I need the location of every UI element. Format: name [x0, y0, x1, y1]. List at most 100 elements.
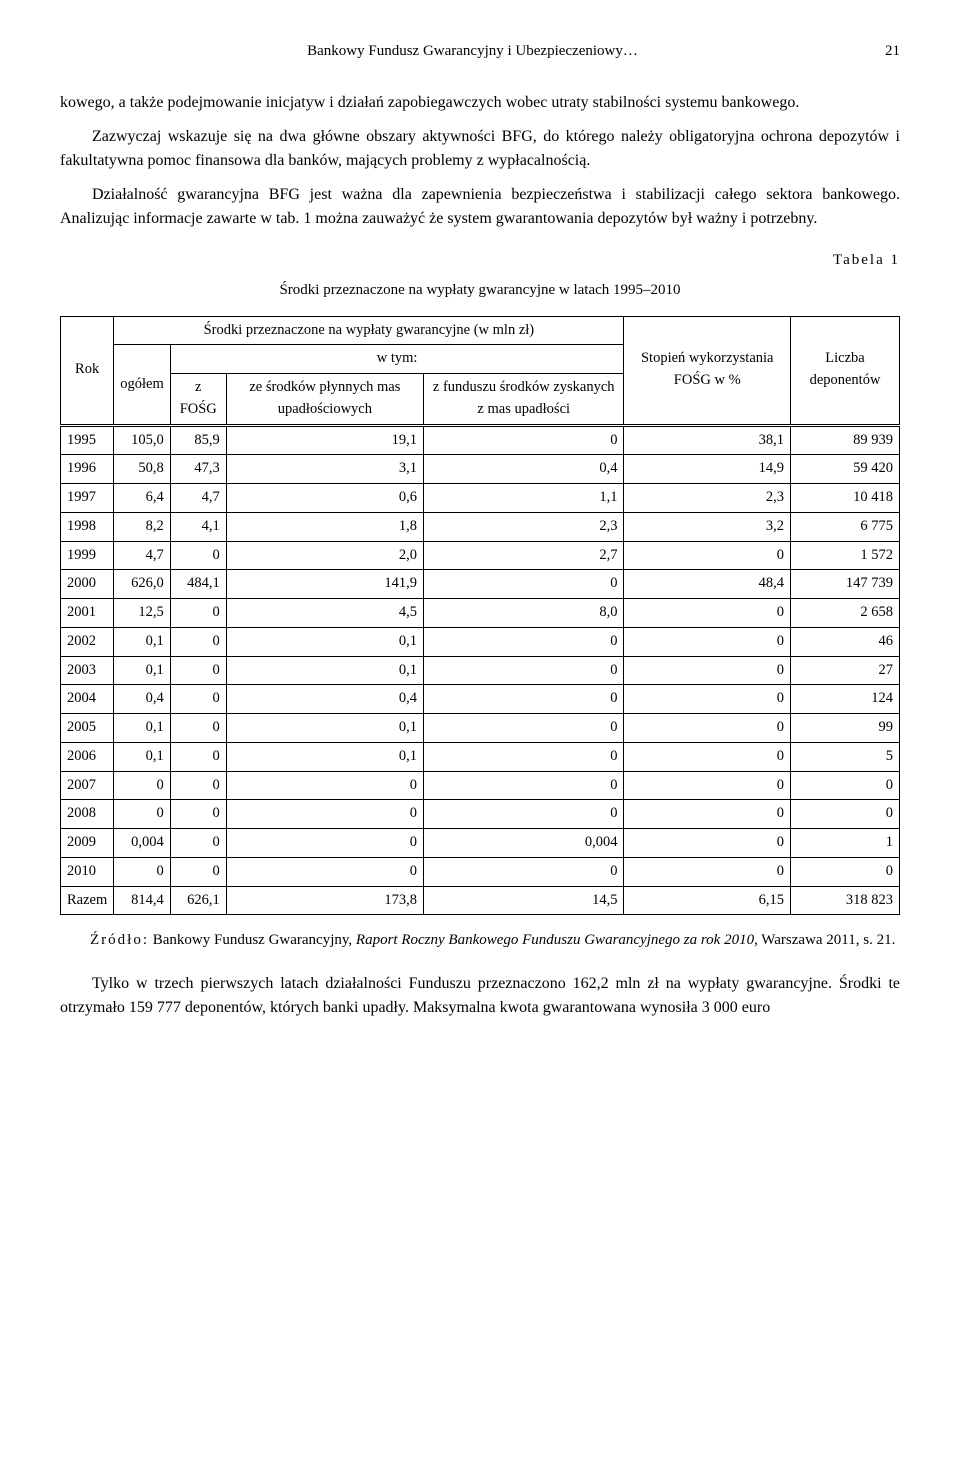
cell-value: 0	[791, 771, 900, 800]
cell-value: 0	[424, 570, 624, 599]
cell-value: 2,7	[424, 541, 624, 570]
cell-value: 0	[791, 800, 900, 829]
cell-value: 0,1	[114, 742, 171, 771]
cell-year: 2001	[61, 599, 114, 628]
cell-value: 4,7	[170, 484, 226, 513]
cell-value: 0	[170, 627, 226, 656]
table-row: 2007000000	[61, 771, 900, 800]
col-stopien: Stopień wykorzystania FOŚG w %	[624, 316, 791, 425]
col-wtym: w tym:	[170, 345, 624, 374]
table-row: 20020,100,10046	[61, 627, 900, 656]
table-caption: Środki przeznaczone na wypłaty gwarancyj…	[60, 279, 900, 302]
cell-value: 8,2	[114, 512, 171, 541]
cell-value: 0	[114, 857, 171, 886]
cell-value: 14,9	[624, 455, 791, 484]
cell-value: 0	[791, 857, 900, 886]
cell-value: 1 572	[791, 541, 900, 570]
cell-value: 1,1	[424, 484, 624, 513]
source-text-after: , Warszawa 2011, s. 21.	[754, 932, 895, 948]
cell-value: 0,004	[424, 829, 624, 858]
cell-value: 0	[624, 857, 791, 886]
cell-value: 124	[791, 685, 900, 714]
cell-value: 85,9	[170, 425, 226, 455]
cell-value: 47,3	[170, 455, 226, 484]
cell-value: 0	[424, 627, 624, 656]
cell-value: 0,4	[424, 455, 624, 484]
cell-value: 0	[114, 771, 171, 800]
cell-value: 27	[791, 656, 900, 685]
cell-value: 0	[624, 771, 791, 800]
cell-value: 0,1	[226, 627, 423, 656]
table-row: 1995105,085,919,1038,189 939	[61, 425, 900, 455]
cell-year: 2006	[61, 742, 114, 771]
cell-value: 0	[170, 742, 226, 771]
table-row: 2008000000	[61, 800, 900, 829]
cell-value: 0	[424, 656, 624, 685]
cell-year: 2010	[61, 857, 114, 886]
cell-value: 0	[624, 800, 791, 829]
cell-value: 0	[226, 800, 423, 829]
cell-value: 59 420	[791, 455, 900, 484]
cell-value: 1	[791, 829, 900, 858]
table-row: 20040,400,400124	[61, 685, 900, 714]
cell-value: 4,7	[114, 541, 171, 570]
table-row: 20060,100,1005	[61, 742, 900, 771]
cell-value: 1,8	[226, 512, 423, 541]
cell-value: 19,1	[226, 425, 423, 455]
cell-value: 0	[170, 714, 226, 743]
cell-year: 2004	[61, 685, 114, 714]
table-label: Tabela 1	[60, 249, 900, 272]
header-title: Bankowy Fundusz Gwarancyjny i Ubezpiecze…	[307, 43, 638, 59]
table-row: 2010000000	[61, 857, 900, 886]
cell-value: 5	[791, 742, 900, 771]
cell-value: 147 739	[791, 570, 900, 599]
table-body: 1995105,085,919,1038,189 939199650,847,3…	[61, 425, 900, 915]
col-rok: Rok	[61, 316, 114, 425]
table-row: Razem814,4626,1173,814,56,15318 823	[61, 886, 900, 915]
cell-year: 1997	[61, 484, 114, 513]
col-ogolem: ogółem	[114, 345, 171, 425]
cell-value: 46	[791, 627, 900, 656]
cell-year: 1998	[61, 512, 114, 541]
table-row: 200112,504,58,002 658	[61, 599, 900, 628]
source-label: Źródło:	[90, 932, 149, 948]
cell-value: 0	[424, 857, 624, 886]
table-head: Rok Środki przeznaczone na wypłaty gwara…	[61, 316, 900, 425]
cell-value: 8,0	[424, 599, 624, 628]
cell-value: 38,1	[624, 425, 791, 455]
cell-value: 0,004	[114, 829, 171, 858]
cell-value: 2 658	[791, 599, 900, 628]
cell-value: 484,1	[170, 570, 226, 599]
cell-value: 0	[624, 742, 791, 771]
cell-value: 2,3	[424, 512, 624, 541]
cell-value: 0	[226, 857, 423, 886]
cell-value: 0	[624, 829, 791, 858]
cell-value: 10 418	[791, 484, 900, 513]
cell-value: 48,4	[624, 570, 791, 599]
cell-value: 0,1	[226, 656, 423, 685]
cell-value: 0,6	[226, 484, 423, 513]
cell-value: 0	[424, 800, 624, 829]
cell-value: 2,3	[624, 484, 791, 513]
cell-year: 2009	[61, 829, 114, 858]
cell-year: 2000	[61, 570, 114, 599]
col-z-funduszu: z funduszu środków zyskanych z mas upadł…	[424, 374, 624, 426]
source-note: Źródło: Bankowy Fundusz Gwarancyjny, Rap…	[60, 929, 900, 952]
col-ze-srodkow: ze środków płynnych mas upadłościowych	[226, 374, 423, 426]
cell-value: 6 775	[791, 512, 900, 541]
cell-value: 0	[424, 714, 624, 743]
cell-value: 0	[170, 541, 226, 570]
table-row: 19988,24,11,82,33,26 775	[61, 512, 900, 541]
running-header: Bankowy Fundusz Gwarancyjny i Ubezpiecze…	[60, 40, 900, 63]
cell-value: 0	[114, 800, 171, 829]
cell-value: 0	[170, 829, 226, 858]
table-row: 20030,100,10027	[61, 656, 900, 685]
cell-value: 0,1	[114, 627, 171, 656]
cell-year: 2007	[61, 771, 114, 800]
paragraph-1: kowego, a także podejmowanie inicjatyw i…	[60, 91, 900, 115]
cell-value: 0	[424, 742, 624, 771]
cell-value: 0	[170, 857, 226, 886]
cell-value: 318 823	[791, 886, 900, 915]
cell-value: 3,1	[226, 455, 423, 484]
cell-value: 814,4	[114, 886, 171, 915]
